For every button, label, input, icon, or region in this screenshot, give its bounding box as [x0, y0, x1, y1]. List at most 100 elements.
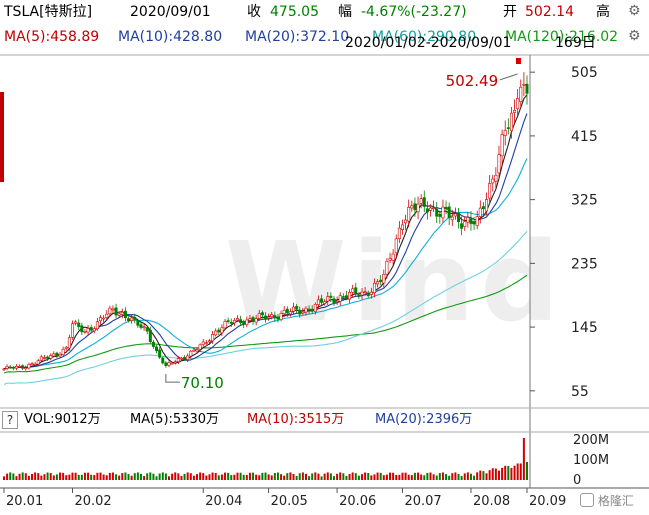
volume-bar: [115, 474, 118, 480]
volume-bar: [401, 472, 404, 480]
candle-body: [525, 83, 529, 94]
volume-bar: [448, 475, 451, 480]
settings-icon[interactable]: ⚙: [628, 28, 641, 44]
candle-body: [338, 295, 342, 302]
candle-body: [491, 178, 495, 184]
candle-body: [475, 216, 479, 226]
volume-bar: [420, 474, 423, 480]
candle-body: [481, 206, 485, 210]
candle-body: [282, 309, 286, 315]
volume-bar: [267, 474, 270, 480]
wind-watermark: Wind: [225, 218, 565, 346]
candle-body: [14, 365, 18, 369]
volume-bar: [289, 472, 292, 480]
volume-bar: [389, 472, 392, 480]
candle-body: [232, 320, 236, 324]
date-tick-label: 20.08: [473, 494, 510, 509]
candle-body: [108, 307, 112, 315]
candle-body: [49, 355, 53, 359]
volume-bar: [454, 472, 457, 480]
vol-label: VOL:9012万: [24, 412, 101, 427]
candle-body: [36, 360, 40, 365]
candle-body: [235, 318, 239, 321]
volume-bar: [255, 474, 258, 480]
candle-body: [52, 353, 56, 357]
volume-bar: [121, 473, 124, 480]
candle-body: [226, 320, 230, 322]
candle-body: [42, 357, 46, 359]
volume-bar: [308, 476, 311, 480]
volume-bar: [21, 472, 24, 480]
volume-bar: [326, 472, 329, 480]
volume-tick-label: 0: [573, 473, 581, 488]
help-button[interactable]: ?: [2, 411, 18, 429]
volume-bar: [43, 474, 46, 480]
volume-bar: [9, 472, 12, 480]
volume-bar: [507, 466, 510, 480]
candlestick-series: [2, 72, 529, 372]
volume-bar: [59, 472, 62, 480]
volume-bar: [102, 474, 105, 480]
candle-body: [488, 183, 492, 199]
volume-bar: [236, 472, 239, 480]
candle-body: [320, 298, 324, 303]
candle-body: [503, 130, 507, 136]
volume-bar: [516, 463, 519, 480]
price-annotations: 502.49 70.10: [165, 72, 518, 392]
gear-icon[interactable]: ⚙: [628, 3, 641, 19]
volume-bar: [27, 475, 30, 480]
candle-body: [217, 329, 221, 333]
volume-bar: [301, 472, 304, 480]
volume-bar: [90, 474, 93, 480]
candle-body: [127, 318, 131, 321]
candle-body: [39, 356, 43, 361]
candle-body: [304, 307, 308, 313]
volume-bar: [404, 472, 407, 480]
candle-body: [164, 362, 168, 366]
vol-ma10-label: MA(10):3515万: [247, 412, 345, 427]
volume-bar: [429, 472, 432, 480]
high-caption: 高: [596, 4, 610, 20]
candle-body: [8, 366, 12, 369]
candle-body: [161, 357, 165, 364]
volume-bar: [224, 472, 227, 480]
candle-body: [176, 358, 180, 362]
change-value: -4.67%(-23.27): [361, 4, 467, 20]
volume-bar: [62, 472, 65, 480]
candle-body: [130, 317, 134, 321]
candle-body: [351, 288, 355, 293]
candle-body: [105, 313, 109, 318]
candle-body: [332, 298, 336, 304]
volume-bar: [242, 474, 245, 480]
volume-bar: [494, 468, 497, 480]
candle-body: [288, 311, 292, 315]
candle-body: [195, 349, 199, 352]
candle-body: [404, 219, 408, 224]
volume-bar: [217, 475, 220, 480]
high-annotation-leader: [499, 73, 518, 81]
candle-body: [18, 365, 22, 368]
volume-info-bar: ? VOL:9012万 MA(5):5330万 MA(10):3515万 MA(…: [0, 410, 530, 430]
volume-bar: [473, 475, 476, 480]
candle-body: [67, 337, 71, 349]
volume-bar: [392, 472, 395, 480]
volume-bar: [230, 475, 233, 480]
candle-body: [478, 207, 482, 217]
ma20-label: MA(20):372.10: [245, 29, 350, 45]
volume-bar: [370, 475, 373, 480]
volume-bar: [186, 472, 189, 480]
volume-bar: [482, 471, 485, 480]
candle-body: [248, 318, 252, 321]
candle-body: [24, 367, 28, 370]
volume-bar: [361, 474, 364, 480]
volume-bar: [74, 472, 77, 480]
volume-bar: [87, 472, 90, 480]
volume-bar: [410, 475, 413, 480]
symbol-label: TSLA[特斯拉]: [4, 4, 93, 20]
candle-body: [186, 355, 190, 360]
volume-bar: [264, 472, 267, 480]
candle-body: [155, 346, 159, 352]
candle-body: [432, 207, 436, 209]
volume-bar: [417, 472, 420, 480]
date-range-label: 2020/01/02-2020/09/01: [345, 35, 512, 51]
